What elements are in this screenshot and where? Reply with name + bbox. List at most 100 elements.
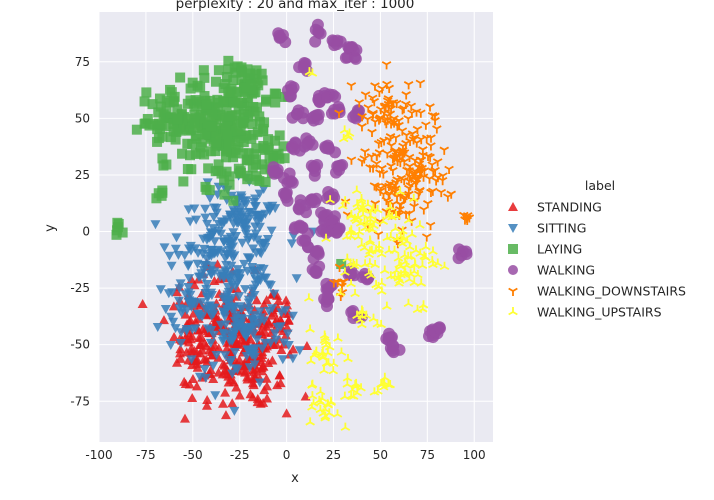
data-point [369, 97, 380, 107]
data-point [394, 259, 405, 269]
data-point [279, 188, 292, 201]
data-point [256, 68, 267, 79]
data-point [229, 136, 240, 147]
legend-marker [508, 224, 518, 233]
data-point [234, 292, 245, 302]
data-point [206, 270, 217, 280]
data-point [275, 378, 286, 388]
data-point [241, 154, 252, 165]
data-point [432, 158, 443, 167]
data-point [392, 122, 403, 131]
x-tick-label: 75 [420, 448, 435, 462]
data-point [258, 264, 269, 274]
data-point [331, 160, 344, 173]
data-point [203, 233, 214, 243]
data-point [158, 315, 169, 325]
data-point [446, 190, 457, 199]
series-walking [267, 18, 473, 359]
data-point [399, 250, 410, 259]
data-point [173, 296, 184, 306]
data-point [240, 285, 251, 295]
data-point [357, 123, 367, 132]
data-point [206, 121, 217, 132]
data-point [219, 175, 230, 186]
data-point [185, 83, 196, 94]
data-point [201, 354, 212, 364]
data-point [251, 154, 262, 165]
data-point [304, 67, 315, 76]
data-point [137, 298, 148, 308]
data-point [191, 133, 202, 144]
data-point [311, 346, 322, 355]
data-point [390, 223, 401, 232]
data-point [255, 398, 266, 408]
data-point [364, 249, 374, 259]
data-point [261, 373, 272, 383]
data-point [208, 309, 219, 319]
data-point [266, 310, 277, 320]
data-point [247, 373, 258, 383]
data-point [158, 160, 169, 171]
data-point [155, 285, 166, 295]
legend-label: WALKING [537, 263, 595, 278]
data-point [260, 177, 271, 188]
data-point [210, 166, 221, 177]
data-point [339, 51, 352, 64]
data-point [239, 259, 250, 269]
data-point [328, 366, 339, 375]
data-point [219, 189, 230, 200]
data-point [186, 348, 197, 358]
x-tick-label: 100 [463, 448, 486, 462]
data-point [427, 111, 438, 121]
series-walking-upstairs [304, 67, 450, 431]
data-point [398, 142, 408, 152]
data-point [264, 153, 275, 164]
data-point [160, 304, 171, 314]
data-point [256, 249, 267, 259]
data-point [226, 355, 237, 365]
data-point [274, 370, 285, 380]
legend-label: WALKING_UPSTAIRS [537, 305, 662, 320]
data-point [223, 87, 234, 98]
data-point [184, 119, 195, 130]
x-tick-label: 25 [326, 448, 341, 462]
tick-labels: -100 -75 -50 -25 0 25 50 75 100 -75 -50 -25 0 25 50 75 [70, 55, 485, 462]
data-point [173, 250, 184, 260]
plot-area [98, 12, 493, 442]
data-point [194, 340, 205, 350]
data-point [259, 164, 270, 175]
data-point [194, 333, 205, 343]
data-point [328, 103, 341, 116]
data-point [112, 222, 123, 233]
data-point [382, 232, 392, 242]
data-point [345, 258, 356, 267]
data-point [305, 417, 315, 426]
data-point [254, 378, 265, 388]
data-point [230, 322, 241, 332]
data-point [219, 360, 230, 370]
y-tick-label: -50 [70, 338, 90, 352]
data-point [333, 223, 346, 236]
data-point [332, 409, 343, 418]
data-point [346, 156, 357, 165]
data-point [243, 236, 254, 246]
data-point [257, 75, 268, 86]
data-point [368, 313, 379, 322]
data-point [439, 261, 450, 271]
data-point [333, 333, 343, 342]
data-point [249, 360, 260, 370]
data-point [236, 67, 247, 78]
data-point [415, 220, 425, 229]
data-point [208, 373, 219, 383]
data-point [421, 121, 431, 130]
data-point [166, 261, 177, 271]
data-point [131, 124, 142, 135]
data-point [227, 242, 238, 252]
data-point [250, 280, 261, 290]
data-point [371, 244, 381, 254]
data-point [404, 162, 415, 172]
data-point [338, 201, 348, 210]
data-point [192, 259, 203, 269]
data-point [236, 97, 247, 108]
data-point [219, 329, 230, 339]
